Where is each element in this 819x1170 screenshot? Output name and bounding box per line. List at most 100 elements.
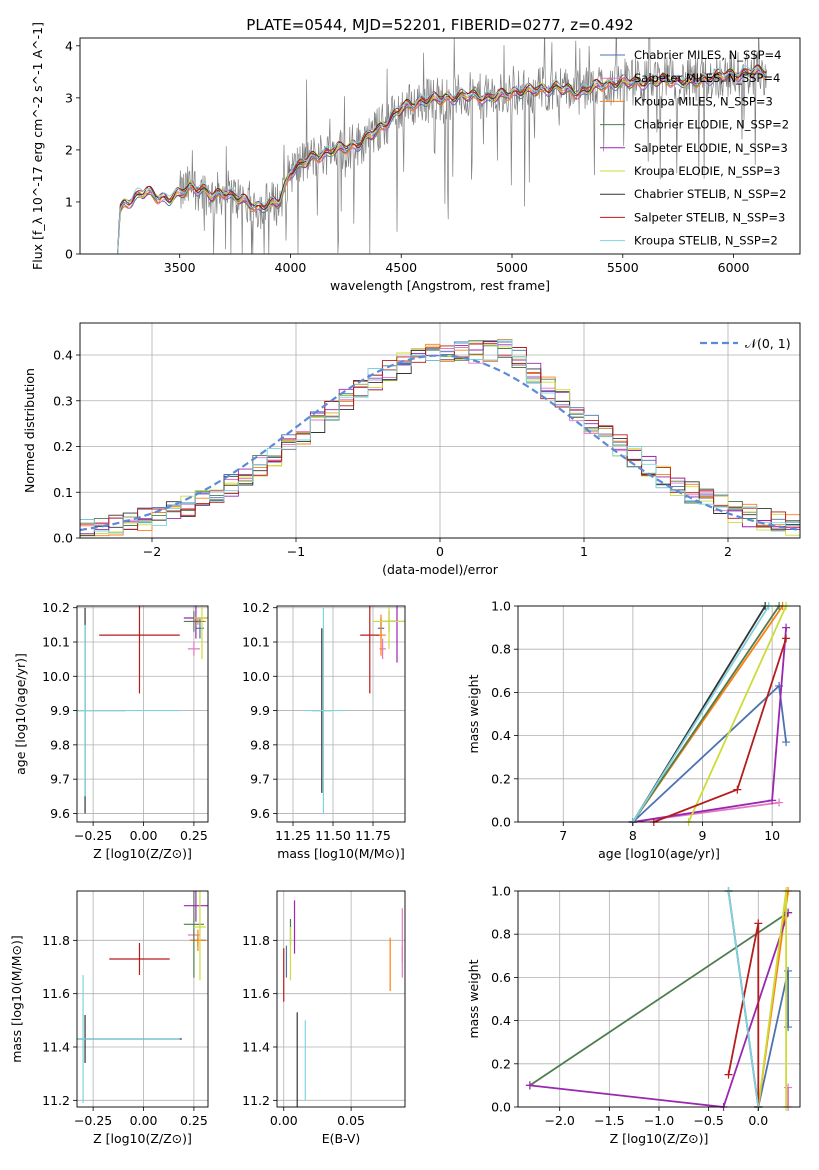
y-tick-label: 11.8: [242, 933, 270, 948]
y-tick-label: 11.6: [42, 986, 70, 1001]
y-tick-label: 9.7: [250, 772, 270, 787]
y-tick-label: 9.9: [250, 703, 270, 718]
legend-label: Kroupa ELODIE, N_SSP=3: [634, 164, 780, 178]
errorbar-chabrier-elodie: [183, 891, 204, 978]
y-tick-label: 3: [65, 90, 73, 105]
y-tick-label: 9.6: [250, 806, 270, 821]
plot-area: [283, 900, 403, 1107]
y-axis-label: age [log10(age/yr)]: [13, 653, 28, 775]
errorbar-kroupa-stelib: [302, 607, 345, 814]
figure-title: PLATE=0544, MJD=52201, FIBERID=0277, z=0…: [246, 16, 633, 34]
y-tick-label: 0.0: [53, 531, 73, 546]
plot-area: [77, 891, 208, 1103]
errorbar-kroupa-elodie: [193, 891, 206, 981]
y-tick-label: 9.9: [50, 703, 70, 718]
y-tick-label: 9.8: [50, 737, 70, 752]
x-tick-label: 3500: [164, 260, 196, 275]
y-tick-label: 9.8: [250, 737, 270, 752]
axes-frame: [76, 890, 209, 1108]
x-tick-label: 0.00: [130, 828, 158, 843]
y-tick-label: 2: [65, 142, 73, 157]
model-line-salpeter-stelib: [117, 64, 767, 253]
series-kroupa-stelib: [628, 602, 773, 826]
x-tick-label: −0.5: [693, 1113, 723, 1128]
x-tick-label: −1.5: [594, 1113, 624, 1128]
axes-frame: [79, 37, 801, 255]
errorbar-kroupa-miles: [189, 929, 206, 951]
model-line-kroupa-stelib: [117, 65, 767, 254]
x-tick-label: −2: [143, 544, 161, 559]
y-tick-label: 0.4: [53, 348, 73, 363]
y-tick-label: 0.3: [53, 393, 73, 408]
errorbar-salpeter-stelib: [99, 606, 180, 694]
y-tick-label: 11.4: [242, 1040, 270, 1055]
y-tick-label: 0.4: [491, 728, 511, 743]
x-tick-label: 0: [436, 544, 444, 559]
y-tick-label: 0.0: [491, 815, 511, 830]
plot-area: [77, 606, 208, 814]
x-tick-label: 6000: [718, 260, 750, 275]
series-marker: [782, 738, 791, 747]
x-tick-label: −1.0: [644, 1113, 674, 1128]
y-axis-label: mass weight: [466, 959, 481, 1038]
series-line: [653, 638, 787, 823]
x-tick-label: 4000: [275, 260, 307, 275]
x-tick-label: −2.0: [545, 1113, 575, 1128]
series-line: [632, 605, 770, 823]
x-tick-label: −1: [287, 544, 305, 559]
y-axis-label: Flux [f_λ 10^-17 erg cm^-2 s^-1 A^-1]: [30, 22, 45, 270]
y-tick-label: 10.0: [42, 669, 70, 684]
series-marker: [782, 634, 791, 643]
y-tick-label: 0.6: [491, 970, 511, 985]
series-salpeter-elodie: [628, 623, 791, 826]
y-tick-label: 11.6: [242, 986, 270, 1001]
x-tick-label: 11.25: [275, 828, 311, 843]
errorbar-salpeter-miles: [187, 642, 200, 656]
y-tick-label: 1.0: [491, 599, 511, 614]
series-kroupa-stelib: [724, 887, 763, 1111]
y-tick-label: 10.2: [242, 600, 270, 615]
y-tick-label: 0.6: [491, 685, 511, 700]
axes-frame: [76, 605, 209, 823]
residual-legend: 𝒩(0, 1): [700, 336, 791, 351]
x-axis-label: E(B-V): [322, 1131, 361, 1146]
errorbar-salpeter-elodie: [183, 891, 208, 922]
y-tick-label: 10.1: [242, 635, 270, 650]
panel-mass_vs_ebv: 0.00 0.05 11.2 11.4 11.6 11.8 E(B-V): [242, 890, 406, 1146]
y-axis-label: Normed distribution: [22, 368, 37, 493]
x-axis-label: (data-model)/error: [382, 562, 499, 577]
panel-age_vs_mass: 11.25 11.50 11.75 9.6 9.7 9.8 9.9 10.0 10.1 10.2 m…: [242, 600, 406, 861]
y-tick-label: 0: [65, 247, 73, 262]
x-tick-label: 5500: [607, 260, 639, 275]
series-marker: [525, 1081, 534, 1090]
x-axis-label: Z [log10(Z/Z⊙)]: [93, 1131, 192, 1146]
series-marker: [775, 798, 784, 807]
x-tick-label: 5000: [496, 260, 528, 275]
plot-area: [117, 38, 767, 254]
panel-age_vs_Z: −0.25 0.00 0.25 9.6 9.7 9.8 9.9 10.0 10.1 10.2 Z […: [13, 600, 209, 861]
legend-label: Kroupa MILES, N_SSP=3: [634, 94, 773, 108]
series-marker: [724, 1070, 733, 1079]
series-marker: [733, 785, 742, 794]
axes-frame: [276, 890, 406, 1108]
normal-curve: [80, 354, 798, 532]
x-tick-label: 10: [764, 828, 780, 843]
series-line: [632, 605, 780, 823]
y-tick-label: 0.2: [491, 771, 511, 786]
y-axis-label: mass [log10(M/M⊙)]: [9, 935, 24, 1063]
y-tick-label: 0.4: [491, 1013, 511, 1028]
y-tick-label: 0.2: [491, 1056, 511, 1071]
errorbar-salpeter-stelib: [360, 606, 380, 694]
y-tick-label: 1: [65, 194, 73, 209]
y-tick-label: 10.2: [42, 600, 70, 615]
y-tick-label: 11.2: [42, 1093, 70, 1108]
plot-area: [628, 602, 791, 826]
series-marker: [768, 796, 777, 805]
y-tick-label: 11.8: [42, 933, 70, 948]
x-tick-label: 4500: [385, 260, 417, 275]
x-tick-label: 11.50: [315, 828, 351, 843]
series-salpeter-stelib: [724, 919, 763, 1111]
legend-label: 𝒩(0, 1): [745, 336, 791, 351]
x-axis-label: mass [log10(M/M⊙)]: [277, 846, 405, 861]
